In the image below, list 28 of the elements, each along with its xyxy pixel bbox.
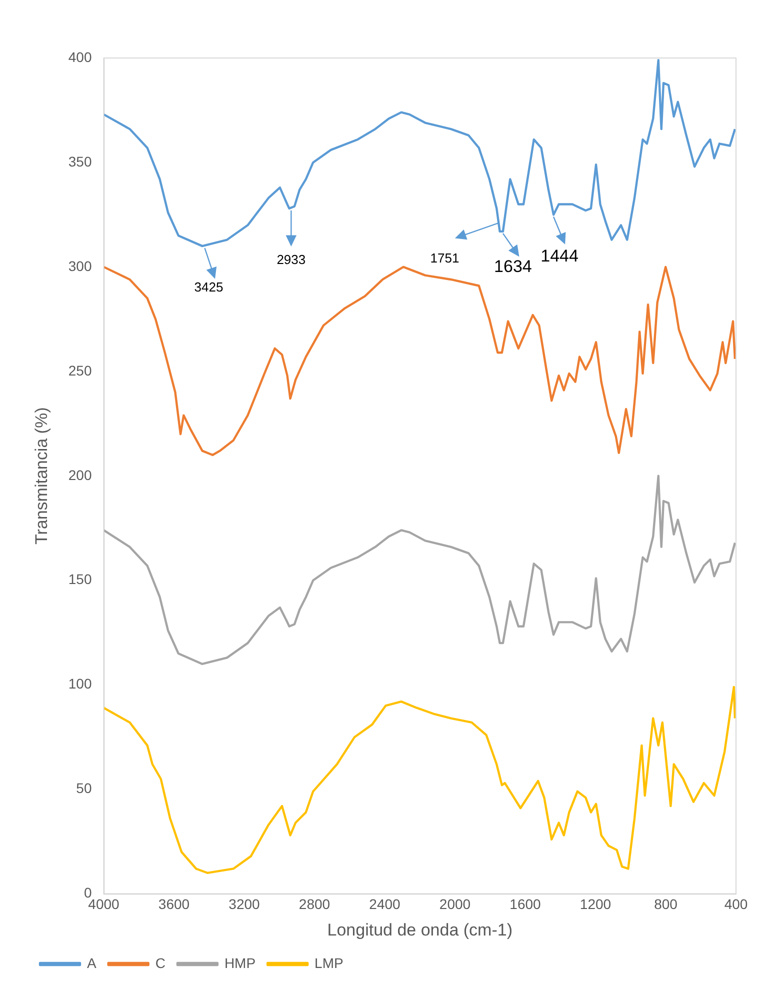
legend-label: C: [155, 954, 166, 971]
x-tick-label: 400: [724, 896, 748, 912]
annotation: 1444: [540, 246, 578, 266]
y-tick-label: 300: [68, 258, 92, 274]
x-tick-label: 2800: [298, 896, 330, 912]
annotation: 1634: [494, 257, 532, 276]
x-tick-label: 1600: [510, 896, 542, 912]
y-tick-label: 100: [68, 676, 92, 692]
y-tick-label: 400: [68, 48, 92, 65]
y-tick-label: 200: [68, 466, 92, 483]
y-tick-label: 150: [68, 571, 92, 588]
annotation: 3425: [194, 280, 224, 295]
y-axis-title: Transmitancia (%): [32, 407, 51, 545]
legend-label: A: [87, 954, 97, 971]
x-tick-label: 3600: [158, 896, 190, 912]
x-tick-label: 1200: [580, 896, 612, 912]
legend-label: HMP: [224, 954, 256, 971]
x-tick-label: 2400: [369, 896, 401, 912]
x-axis-title: Longitud de onda (cm-1): [327, 920, 512, 940]
y-tick-label: 350: [68, 153, 92, 170]
x-tick-label: 2000: [439, 896, 471, 912]
legend-label: LMP: [314, 954, 344, 971]
y-tick-label: 50: [76, 780, 92, 796]
y-tick-label: 250: [68, 362, 92, 378]
annotation: 1751: [430, 250, 460, 266]
x-tick-label: 3200: [228, 896, 260, 912]
annotation: 2933: [276, 252, 306, 268]
x-tick-label: 800: [654, 896, 678, 912]
